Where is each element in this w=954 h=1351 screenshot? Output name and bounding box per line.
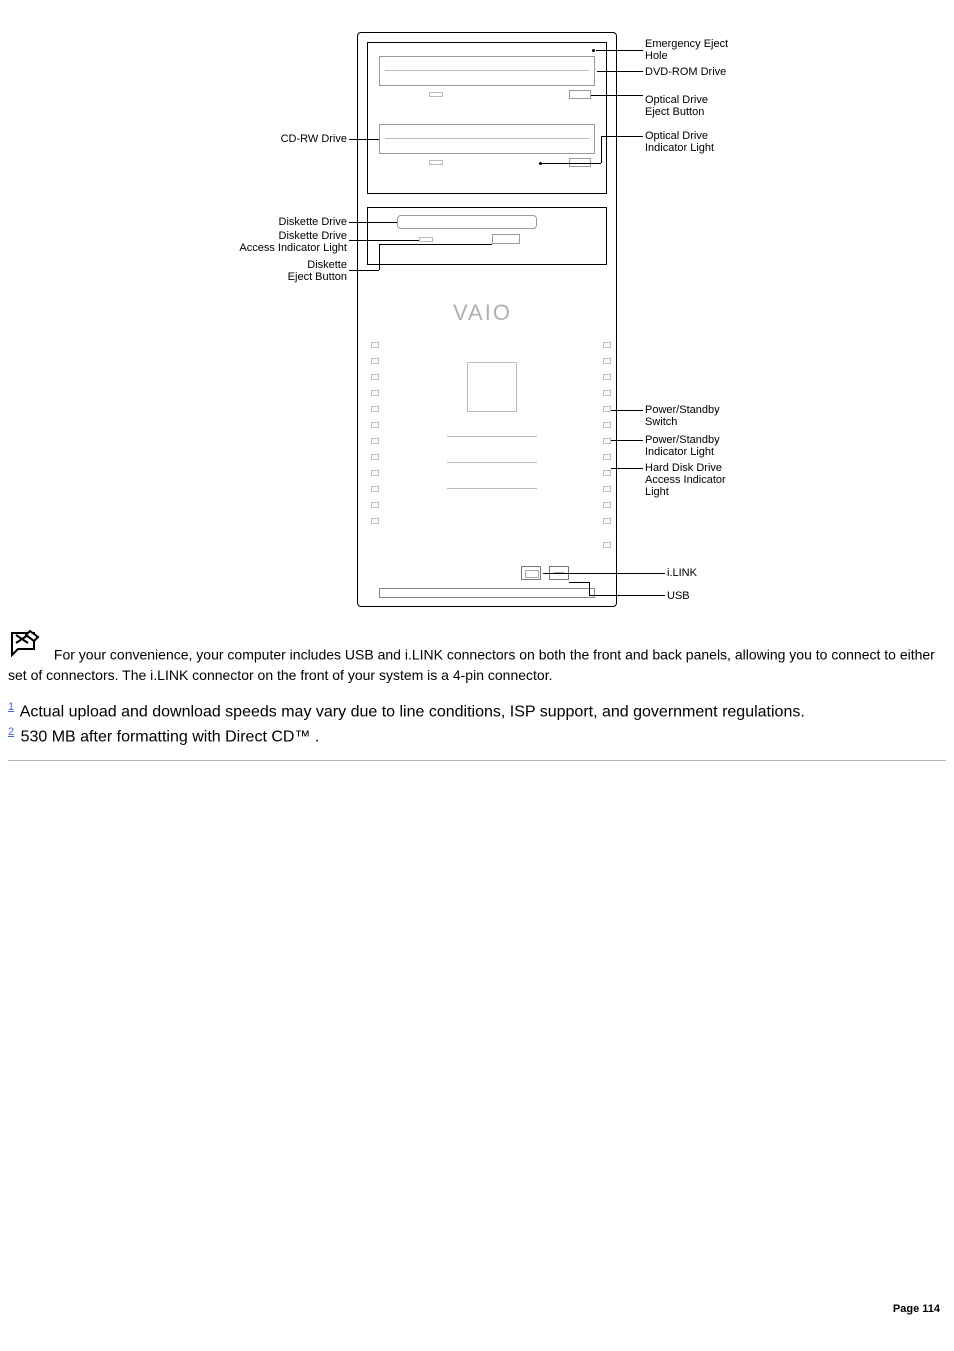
footnote-1: 1 Actual upload and download speeds may … bbox=[8, 699, 946, 724]
note-icon bbox=[8, 629, 44, 662]
cd-rw-drive bbox=[379, 124, 595, 154]
label-diskette-drive: Diskette Drive bbox=[197, 216, 347, 228]
label-usb: USB bbox=[667, 590, 690, 602]
footnote-2-text: 530 MB after formatting with Direct CD™ … bbox=[16, 729, 319, 746]
diagram-wrapper: VAIO bbox=[8, 12, 946, 617]
label-ilink: i.LINK bbox=[667, 567, 697, 579]
label-diskette-access-light: Diskette Drive Access Indicator Light bbox=[187, 230, 347, 254]
center-panel-square bbox=[467, 362, 517, 412]
tower-foot bbox=[379, 588, 595, 598]
dvd-rom-drive bbox=[379, 56, 595, 86]
label-power-standby-switch: Power/Standby Switch bbox=[645, 404, 720, 428]
label-cd-rw-drive: CD-RW Drive bbox=[197, 133, 347, 145]
small-indicator bbox=[429, 92, 443, 97]
diskette-access-light-icon bbox=[419, 237, 433, 242]
footnote-1-ref[interactable]: 1 bbox=[8, 701, 14, 713]
footnotes: 1 Actual upload and download speeds may … bbox=[8, 699, 946, 750]
note-text: For your convenience, your computer incl… bbox=[8, 646, 935, 682]
optical-eject-button bbox=[569, 90, 591, 99]
page: VAIO bbox=[0, 0, 954, 1321]
diskette-eject-button bbox=[492, 234, 520, 244]
small-indicator-2 bbox=[429, 160, 443, 165]
emergency-eject-hole-icon bbox=[592, 49, 595, 52]
label-diskette-eject-button: Diskette Eject Button bbox=[227, 259, 347, 283]
vaio-logo: VAIO bbox=[453, 300, 512, 326]
diskette-drive bbox=[397, 215, 537, 229]
label-optical-eject-button: Optical Drive Eject Button bbox=[645, 94, 708, 118]
page-number: Page 114 bbox=[893, 1303, 940, 1315]
label-power-standby-light: Power/Standby Indicator Light bbox=[645, 434, 720, 458]
ilink-port-icon bbox=[521, 566, 541, 580]
label-hdd-access-light: Hard Disk Drive Access Indicator Light bbox=[645, 462, 726, 498]
note-block: For your convenience, your computer incl… bbox=[8, 629, 946, 685]
label-dvd-rom-drive: DVD-ROM Drive bbox=[645, 66, 726, 78]
footnote-2: 2 530 MB after formatting with Direct CD… bbox=[8, 724, 946, 749]
footnote-2-ref[interactable]: 2 bbox=[8, 726, 14, 738]
label-emergency-eject-hole: Emergency Eject Hole bbox=[645, 38, 728, 62]
footnote-1-text: Actual upload and download speeds may va… bbox=[16, 703, 805, 720]
label-optical-indicator-light: Optical Drive Indicator Light bbox=[645, 130, 714, 154]
blank-space bbox=[8, 761, 946, 1301]
front-panel-diagram: VAIO bbox=[197, 12, 757, 612]
